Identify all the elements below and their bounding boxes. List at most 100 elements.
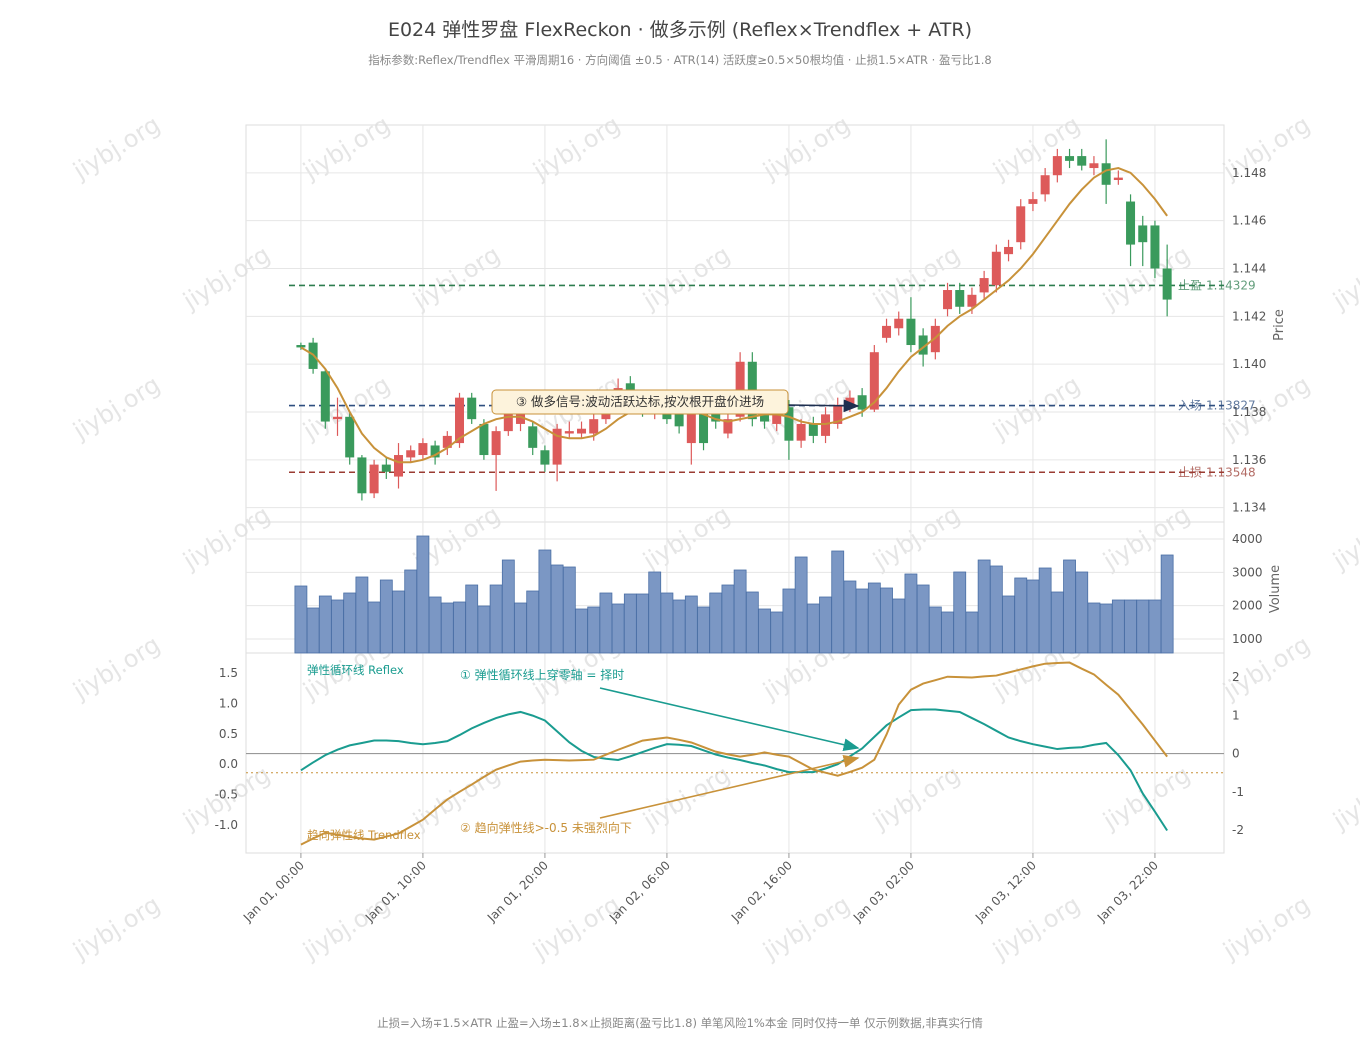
candle-body xyxy=(674,414,684,427)
x-tick-label: Jan 01, 00:00 xyxy=(240,858,307,925)
legend-entry: 弹性循环线 Reflex xyxy=(307,663,404,677)
candle-body xyxy=(381,464,391,472)
watermark: jiybj.org xyxy=(1327,500,1360,575)
watermark: jiybj.org xyxy=(867,760,964,835)
watermark: jiybj.org xyxy=(1327,240,1360,315)
volume-bar xyxy=(709,592,723,654)
volume-bar xyxy=(989,565,1003,654)
annotation-arrow xyxy=(599,755,860,819)
candle-body xyxy=(796,423,806,441)
y-tick-label: 0.5 xyxy=(219,727,238,741)
volume-bar xyxy=(916,584,930,654)
annotation: ② 趋向弹性线>-0.5 未强烈向下 xyxy=(460,820,632,835)
candle-body xyxy=(1162,268,1172,300)
y-tick-label: 0 xyxy=(1232,747,1240,761)
candle-body xyxy=(1089,163,1099,169)
volume-bar xyxy=(416,535,430,654)
volume-bar xyxy=(1002,595,1015,654)
series-line xyxy=(300,661,1168,846)
candle-body xyxy=(369,464,379,494)
y-tick-label: 1.144 xyxy=(1232,261,1266,275)
level-name: 止损 xyxy=(1178,465,1202,479)
level-label: 止盈 1.14329 xyxy=(1178,278,1256,292)
volume-bar xyxy=(806,603,820,654)
volume-bar xyxy=(1148,599,1162,654)
candle-body xyxy=(1065,156,1075,161)
candle-body xyxy=(333,416,343,420)
candle-body xyxy=(906,318,916,346)
watermark: jiybj.org xyxy=(987,110,1084,185)
watermark: jiybj.org xyxy=(1327,760,1360,835)
signal-box xyxy=(491,389,789,415)
volume-bar xyxy=(965,611,979,654)
volume-bar xyxy=(355,576,369,654)
watermark: jiybj.org xyxy=(67,370,164,445)
candle-body xyxy=(552,428,562,465)
y-tick-label: 1.5 xyxy=(219,666,238,680)
watermark: jiybj.org xyxy=(177,240,274,315)
watermark: jiybj.org xyxy=(637,240,734,315)
candle-body xyxy=(296,345,306,348)
watermarks: jiybj.org jiybj.org jiybj.org jiybj.org jiyb… xyxy=(67,110,1360,965)
volume-bar xyxy=(306,607,320,654)
volume-bar xyxy=(1099,603,1113,654)
volume-bar xyxy=(453,601,466,654)
candle-body xyxy=(394,455,404,477)
volume-bar xyxy=(672,599,686,654)
volume-bar xyxy=(379,579,393,654)
volume-bar xyxy=(721,584,735,654)
candle-body xyxy=(686,411,696,444)
candle-body xyxy=(955,290,965,307)
level-value: 1.13548 xyxy=(1206,465,1256,479)
candle-body xyxy=(1126,201,1136,245)
candle-body xyxy=(857,395,867,410)
volume-bar xyxy=(623,593,637,654)
candle-body xyxy=(882,325,892,338)
chart-subtitle: 指标参数:Reflex/Trendflex 平滑周期16 · 方向阈值 ±0.5… xyxy=(368,53,992,67)
y-tick-label: 3000 xyxy=(1232,565,1263,579)
candle-body xyxy=(979,278,989,293)
volume-bar xyxy=(1136,599,1150,654)
series-line xyxy=(300,167,1168,464)
volume-bar xyxy=(538,549,552,654)
volume-bar xyxy=(1014,577,1028,654)
volume-bar xyxy=(782,588,796,654)
volume-bar xyxy=(1050,591,1064,654)
plot-layer: Jan 01, 00:00 Jan 01, 10:00 Jan 01, 20:00 J… xyxy=(215,125,1266,925)
y-axis-label: Price xyxy=(1272,309,1287,341)
watermark: jiybj.org xyxy=(1217,890,1314,965)
price-panel xyxy=(245,124,1225,523)
y-tick-label: -0.5 xyxy=(215,788,238,802)
candle-body xyxy=(418,443,428,456)
candle-body xyxy=(455,397,465,444)
candle-body xyxy=(808,423,818,436)
volume-bar xyxy=(977,559,991,654)
candle-body xyxy=(1028,199,1038,204)
candle-body xyxy=(430,445,440,458)
watermark: jiybj.org xyxy=(1097,500,1194,575)
volume-bar xyxy=(404,569,418,654)
y-tick-label: 1.136 xyxy=(1232,453,1266,467)
volume-bar xyxy=(758,608,771,654)
candle-body xyxy=(528,426,538,448)
volume-bar xyxy=(367,601,381,654)
candle-body xyxy=(894,318,904,329)
x-tick-label: Jan 02, 16:00 xyxy=(728,858,795,925)
volume-bar xyxy=(660,592,674,654)
y-tick-label: 0.0 xyxy=(219,757,238,771)
candle-body xyxy=(491,431,501,456)
volume-bar xyxy=(1038,567,1052,654)
volume-bar xyxy=(843,580,857,654)
footer-note: 止损=入场∓1.5×ATR 止盈=入场±1.8×止损距离(盈亏比1.8) 单笔风… xyxy=(377,1016,983,1030)
volume-bar xyxy=(428,596,442,654)
volume-bar xyxy=(514,602,527,654)
candle-body xyxy=(442,435,452,448)
volume-bar xyxy=(928,606,942,654)
volume-bar xyxy=(953,571,967,654)
candle-body xyxy=(1138,225,1148,243)
volume-bar xyxy=(855,588,869,654)
y-tick-label: 1.146 xyxy=(1232,214,1266,228)
candle-body xyxy=(1077,156,1087,166)
watermark: jiybj.org xyxy=(67,110,164,185)
